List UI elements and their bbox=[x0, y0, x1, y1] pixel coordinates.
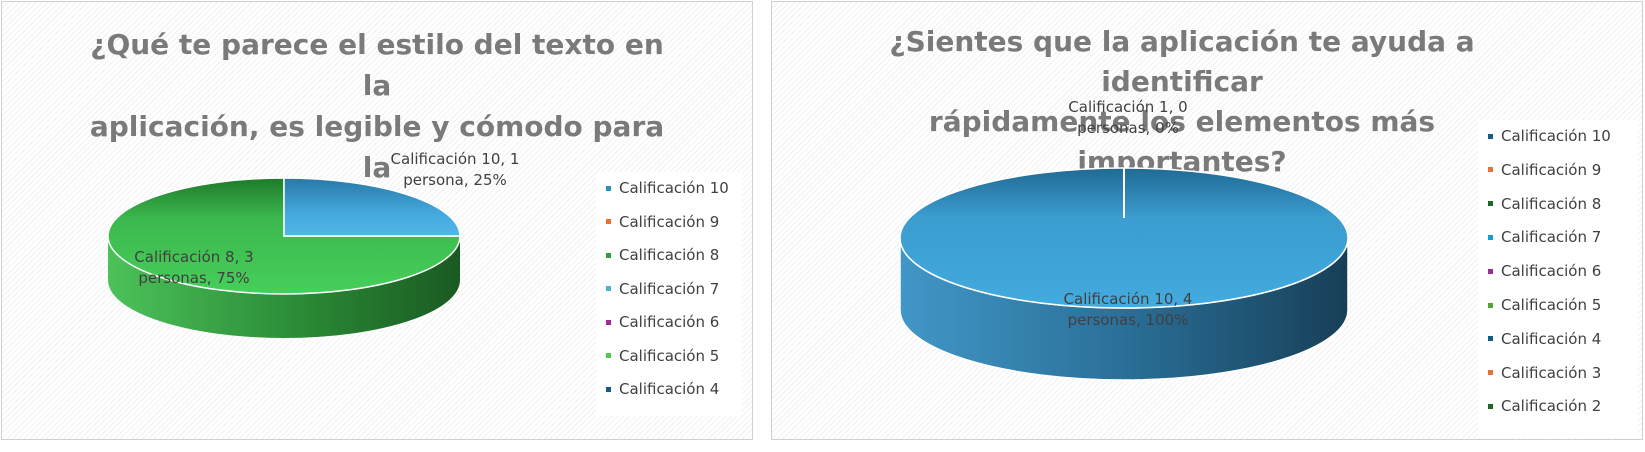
legend-swatch bbox=[1488, 167, 1493, 173]
chart-title-line: ¿Qué te parece el estilo del texto en la bbox=[90, 28, 664, 102]
legend-swatch bbox=[1488, 268, 1493, 274]
legend-swatch bbox=[606, 319, 611, 325]
pie-chart-3d: Calificación 1, 0 personas, 0%Calificació… bbox=[899, 98, 1349, 381]
legend-item: Calificación 8 bbox=[606, 245, 719, 265]
data-label-line: personas, 75% bbox=[138, 269, 249, 287]
legend-swatch bbox=[1488, 234, 1493, 240]
legend-swatch bbox=[606, 252, 611, 258]
legend-swatch bbox=[606, 286, 611, 291]
legend-swatch bbox=[1488, 133, 1493, 139]
legend-label: Calificación 3 bbox=[1501, 363, 1602, 382]
legend-item: Calificación 4 bbox=[1488, 329, 1601, 349]
legend-label: Calificación 6 bbox=[619, 313, 720, 331]
legend-label: Calificación 10 bbox=[1501, 127, 1611, 145]
data-label: Calificación 10, 1 persona, 25% bbox=[391, 150, 520, 189]
legend-label: Calificación 7 bbox=[619, 279, 720, 298]
legend: Calificación 10 Calificación 9 Calificació… bbox=[596, 172, 742, 416]
legend-swatch bbox=[1488, 302, 1493, 308]
legend-label: Calificación 2 bbox=[1501, 397, 1602, 416]
legend-swatch bbox=[1488, 336, 1493, 342]
legend-label: Calificación 8 bbox=[1501, 194, 1602, 213]
legend-swatch bbox=[606, 353, 611, 358]
data-label: Calificación 10, 4 personas, 100% bbox=[1064, 290, 1193, 329]
legend: Calificación 10 Calificación 9 Calificació… bbox=[1478, 120, 1638, 438]
legend-item: Calificación 10 bbox=[606, 178, 729, 198]
legend-item: Calificación 8 bbox=[1488, 194, 1601, 214]
data-label: Calificación 8, 3 personas, 75% bbox=[134, 248, 253, 287]
data-label-line: persona, 25% bbox=[403, 171, 506, 189]
legend-swatch bbox=[1488, 370, 1493, 376]
legend-swatch bbox=[1488, 201, 1493, 207]
legend-label: Calificación 7 bbox=[1501, 228, 1602, 247]
legend-item: Calificación 5 bbox=[606, 346, 719, 366]
pie-side-calificacion-8 bbox=[108, 236, 460, 338]
legend-swatch bbox=[606, 386, 611, 392]
chart-panel-identify-elements: ¿Sientes que la aplicación te ayuda a id… bbox=[771, 1, 1643, 440]
legend-item: Calificación 6 bbox=[1488, 261, 1601, 281]
legend-label: Calificación 5 bbox=[619, 346, 720, 365]
legend-item: Calificación 7 bbox=[606, 279, 719, 299]
legend-item: Calificación 6 bbox=[606, 312, 719, 332]
pie-slice-calificacion-8 bbox=[107, 177, 461, 295]
legend-item: Calificación 4 bbox=[606, 379, 719, 399]
legend-label: Calificación 6 bbox=[1501, 262, 1602, 281]
chart-title-line: aplicación, es legible y cómodo para la bbox=[89, 110, 665, 184]
legend-label: Calificación 4 bbox=[1501, 329, 1602, 348]
pie-chart-3d: Calificación 10, 1 persona, 25%Calificaci… bbox=[107, 150, 520, 338]
chart-title-line: ¿Sientes que la aplicación te ayuda a id… bbox=[889, 25, 1475, 98]
chart-title: ¿Sientes que la aplicación te ayuda a id… bbox=[822, 22, 1542, 182]
legend-label: Calificación 4 bbox=[619, 380, 720, 398]
legend-item: Calificación 3 bbox=[1488, 363, 1601, 383]
data-label-line: personas, 0% bbox=[1077, 119, 1179, 137]
legend-label: Calificación 9 bbox=[1501, 160, 1602, 179]
legend-swatch bbox=[606, 185, 611, 191]
pie-slice-calificacion-10 bbox=[283, 177, 461, 237]
legend-label: Calificación 8 bbox=[619, 246, 720, 264]
chart-panel-text-style: ¿Qué te parece el estilo del texto en la… bbox=[1, 1, 753, 440]
legend-item: Calificación 5 bbox=[1488, 295, 1601, 315]
legend-item: Calificación 9 bbox=[606, 212, 719, 232]
legend-item: Calificación 10 bbox=[1488, 126, 1611, 146]
legend-label: Calificación 5 bbox=[1501, 296, 1602, 314]
legend-swatch bbox=[1488, 403, 1493, 409]
data-label-line: personas, 100% bbox=[1068, 311, 1189, 329]
legend-item: Calificación 7 bbox=[1488, 227, 1601, 247]
legend-item: Calificación 9 bbox=[1488, 160, 1601, 180]
data-label: Calificación 1, 0 personas, 0% bbox=[1068, 98, 1187, 137]
legend-item: Calificación 2 bbox=[1488, 396, 1601, 416]
data-label-line: Calificación 10, 4 bbox=[1064, 290, 1193, 308]
data-label-line: Calificación 1, 0 bbox=[1068, 98, 1187, 116]
data-label-line: Calificación 8, 3 bbox=[134, 248, 253, 266]
data-label-line: Calificación 10, 1 bbox=[391, 150, 520, 168]
legend-swatch bbox=[606, 219, 611, 224]
legend-label: Calificación 10 bbox=[619, 179, 729, 197]
legend-label: Calificación 9 bbox=[619, 212, 720, 231]
